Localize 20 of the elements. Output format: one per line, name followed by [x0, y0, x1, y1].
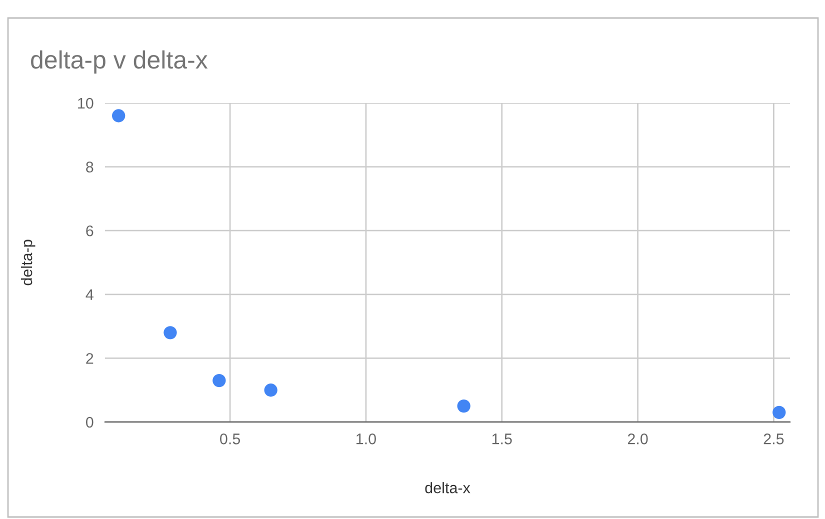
- y-tick-label: 8: [86, 162, 94, 172]
- x-tick-label: 2.5: [764, 434, 784, 444]
- y-tick-label: 10: [78, 98, 94, 109]
- point: [264, 384, 278, 397]
- x-tick-label: 1.0: [356, 434, 376, 444]
- point: [212, 374, 226, 388]
- point: [457, 399, 470, 413]
- y-tick-label: 4: [86, 289, 94, 300]
- x-tick-label: 2.0: [628, 434, 648, 444]
- x-tick-label: 0.5: [220, 434, 240, 444]
- chart-title: delta-p v delta-x: [31, 50, 208, 74]
- x-axis-title: delta-x: [425, 482, 470, 494]
- y-tick-label: 6: [86, 225, 94, 236]
- point: [112, 109, 126, 122]
- y-tick-label: 0: [86, 416, 94, 428]
- point: [164, 326, 177, 340]
- point: [772, 406, 786, 420]
- x-tick-label: 1.5: [492, 434, 512, 444]
- y-axis-title: delta-p: [20, 240, 36, 286]
- y-tick-label: 2: [86, 353, 94, 364]
